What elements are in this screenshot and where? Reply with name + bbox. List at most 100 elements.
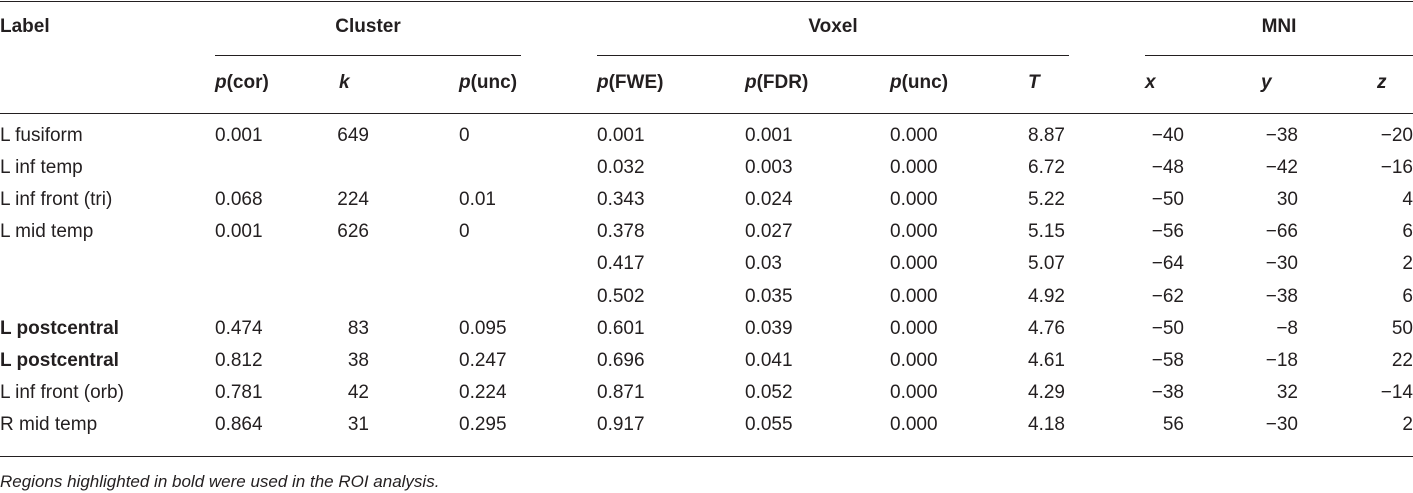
cell-z: 50 bbox=[1391, 318, 1413, 339]
cell-x: −64 bbox=[1151, 253, 1184, 274]
cell-p-unc-cluster: 0 bbox=[459, 221, 470, 242]
cell-p-unc-voxel: 0.000 bbox=[890, 157, 938, 178]
z-column-header: z bbox=[1377, 72, 1387, 93]
cell-p-fdr: 0.039 bbox=[745, 318, 793, 339]
cell-p-unc-voxel: 0.000 bbox=[890, 318, 938, 339]
cell-t: 4.29 bbox=[1028, 382, 1065, 403]
cell-p-fwe: 0.343 bbox=[597, 189, 645, 210]
row-label: R mid temp bbox=[0, 414, 98, 435]
table-footnote: Regions highlighted in bold were used in… bbox=[0, 472, 440, 491]
cell-p-fwe: 0.378 bbox=[597, 221, 645, 242]
p-fwe-column-header: p(FWE) bbox=[597, 72, 664, 93]
x-column-header: x bbox=[1145, 72, 1156, 93]
cell-x: 56 bbox=[1162, 414, 1184, 435]
cell-z: 2 bbox=[1402, 414, 1413, 435]
cell-x: −38 bbox=[1151, 382, 1184, 403]
row-label: L postcentral bbox=[0, 350, 119, 371]
table-top-rule bbox=[0, 1, 1413, 2]
cluster-group-rule bbox=[215, 55, 521, 56]
cell-p-unc-voxel: 0.000 bbox=[890, 221, 938, 242]
cell-p-fdr: 0.055 bbox=[745, 414, 793, 435]
cell-p-unc-voxel: 0.000 bbox=[890, 286, 938, 307]
cell-z: 2 bbox=[1402, 253, 1413, 274]
cell-p-cor: 0.812 bbox=[215, 350, 263, 371]
voxel-group-rule bbox=[597, 55, 1069, 56]
cell-p-cor: 0.474 bbox=[215, 318, 263, 339]
cell-p-fdr: 0.001 bbox=[745, 125, 793, 146]
cell-p-unc-voxel: 0.000 bbox=[890, 382, 938, 403]
cell-x: −50 bbox=[1151, 189, 1184, 210]
cell-p-unc-cluster: 0.247 bbox=[459, 350, 507, 371]
cell-p-fwe: 0.502 bbox=[597, 286, 645, 307]
cell-y: −38 bbox=[1265, 125, 1298, 146]
row-label: L inf temp bbox=[0, 157, 83, 178]
cell-p-cor: 0.781 bbox=[215, 382, 263, 403]
cell-x: −40 bbox=[1151, 125, 1184, 146]
table-bottom-rule bbox=[0, 456, 1413, 457]
cell-y: −38 bbox=[1265, 286, 1298, 307]
row-label: L inf front (tri) bbox=[0, 189, 113, 210]
mni-group-header: MNI bbox=[1261, 16, 1297, 37]
cell-p-unc-cluster: 0.01 bbox=[459, 189, 496, 210]
cell-p-fdr: 0.035 bbox=[745, 286, 793, 307]
cell-y: 30 bbox=[1276, 189, 1298, 210]
cell-y: −8 bbox=[1276, 318, 1298, 339]
row-label: L postcentral bbox=[0, 318, 119, 339]
p-cor-column-header: p(cor) bbox=[215, 72, 269, 93]
cell-p-unc-voxel: 0.000 bbox=[890, 414, 938, 435]
cell-p-fwe: 0.917 bbox=[597, 414, 645, 435]
cell-t: 4.61 bbox=[1028, 350, 1065, 371]
mni-group-rule bbox=[1145, 55, 1413, 56]
cell-p-fdr: 0.03 bbox=[745, 253, 782, 274]
cell-y: −30 bbox=[1265, 253, 1298, 274]
cell-t: 5.07 bbox=[1028, 253, 1065, 274]
cell-x: −50 bbox=[1151, 318, 1184, 339]
cell-p-fdr: 0.041 bbox=[745, 350, 793, 371]
k-column-header: k bbox=[339, 72, 350, 93]
cell-y: −18 bbox=[1265, 350, 1298, 371]
cell-x: −48 bbox=[1151, 157, 1184, 178]
label-column-header: Label bbox=[0, 16, 50, 37]
cell-k: 224 bbox=[337, 189, 369, 210]
cell-x: −62 bbox=[1151, 286, 1184, 307]
cell-p-unc-voxel: 0.000 bbox=[890, 350, 938, 371]
cell-p-fwe: 0.871 bbox=[597, 382, 645, 403]
cell-y: 32 bbox=[1276, 382, 1298, 403]
cell-p-fdr: 0.003 bbox=[745, 157, 793, 178]
cell-p-unc-voxel: 0.000 bbox=[890, 253, 938, 274]
cell-k: 42 bbox=[347, 382, 369, 403]
cell-p-cor: 0.864 bbox=[215, 414, 263, 435]
cell-p-cor: 0.001 bbox=[215, 125, 263, 146]
p-unc-cluster-column-header: p(unc) bbox=[459, 72, 518, 93]
cell-z: 4 bbox=[1402, 189, 1413, 210]
cell-k: 31 bbox=[347, 414, 369, 435]
cell-p-fdr: 0.027 bbox=[745, 221, 793, 242]
row-label: L inf front (orb) bbox=[0, 382, 124, 403]
cell-t: 8.87 bbox=[1028, 125, 1065, 146]
cell-p-fwe: 0.696 bbox=[597, 350, 645, 371]
cell-p-unc-voxel: 0.000 bbox=[890, 125, 938, 146]
cell-p-unc-voxel: 0.000 bbox=[890, 189, 938, 210]
cell-t: 4.18 bbox=[1028, 414, 1065, 435]
cell-p-unc-cluster: 0 bbox=[459, 125, 470, 146]
cell-k: 626 bbox=[337, 221, 369, 242]
cell-t: 5.22 bbox=[1028, 189, 1065, 210]
voxel-group-header: Voxel bbox=[808, 16, 858, 37]
header-bottom-rule bbox=[0, 113, 1413, 114]
row-label: L fusiform bbox=[0, 125, 83, 146]
cell-y: −30 bbox=[1265, 414, 1298, 435]
cell-z: 22 bbox=[1391, 350, 1413, 371]
cell-p-unc-cluster: 0.295 bbox=[459, 414, 507, 435]
cell-x: −58 bbox=[1151, 350, 1184, 371]
cell-p-fwe: 0.601 bbox=[597, 318, 645, 339]
p-unc-voxel-column-header: p(unc) bbox=[890, 72, 949, 93]
cell-y: −66 bbox=[1265, 221, 1298, 242]
cell-t: 6.72 bbox=[1028, 157, 1065, 178]
y-column-header: y bbox=[1261, 72, 1272, 93]
cell-k: 83 bbox=[347, 318, 369, 339]
cell-p-cor: 0.001 bbox=[215, 221, 263, 242]
cell-t: 4.92 bbox=[1028, 286, 1065, 307]
cell-p-fwe: 0.417 bbox=[597, 253, 645, 274]
cell-t: 4.76 bbox=[1028, 318, 1065, 339]
cell-p-cor: 0.068 bbox=[215, 189, 263, 210]
